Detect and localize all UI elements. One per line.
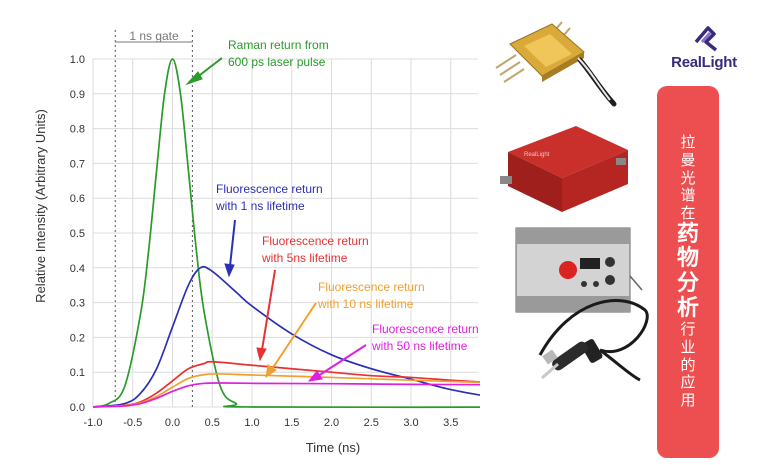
y-tick-label: 0.3 xyxy=(70,298,85,310)
x-tick-label: -0.5 xyxy=(123,417,142,429)
banner-char: 光 xyxy=(680,168,696,187)
banner-char: 析 xyxy=(676,295,699,321)
banner-char: 物 xyxy=(676,246,699,272)
gate-markers xyxy=(114,30,193,407)
gate-label: 1 ns gate xyxy=(129,29,179,43)
annotation-arrows xyxy=(185,57,367,382)
annotation-1ns-line2: with 1 ns lifetime xyxy=(215,199,305,213)
series-lines xyxy=(92,58,480,409)
y-tick-label: 0.2 xyxy=(70,332,85,344)
annotation-5ns-line2: with 5ns lifetime xyxy=(261,251,348,265)
banner-char: 拉 xyxy=(680,133,696,152)
tick-labels: 0.0 0.1 0.2 0.3 0.4 0.5 0.6 0.7 0.8 0.9 1.0 -1.0 -0.… xyxy=(70,54,459,429)
benchtop-driver-icon xyxy=(515,227,643,313)
x-tick-label: 0.0 xyxy=(165,417,180,429)
x-tick-label: -1.0 xyxy=(84,417,103,429)
annotation-50ns-line1: Fluorescence return xyxy=(372,322,479,336)
x-tick-label: 3.0 xyxy=(403,417,418,429)
annotation-10ns-line1: Fluorescence return xyxy=(318,280,425,294)
y-tick-label: 0.0 xyxy=(70,402,85,414)
y-tick-label: 0.5 xyxy=(70,228,85,240)
arrow-5ns xyxy=(256,269,276,362)
arrow-50ns xyxy=(307,344,367,382)
x-tick-label: 2.5 xyxy=(364,417,379,429)
banner-char: 分 xyxy=(676,271,699,296)
y-tick-label: 0.9 xyxy=(70,89,85,101)
y-tick-label: 0.7 xyxy=(70,158,85,170)
y-tick-label: 1.0 xyxy=(70,54,85,66)
series-line-0 xyxy=(92,58,480,409)
product-photos: RealLight xyxy=(495,21,649,382)
annotation-raman-line2: 600 ps laser pulse xyxy=(228,55,326,69)
banner-char: 曼 xyxy=(680,151,696,169)
banner-char: 的 xyxy=(680,355,696,374)
title-banner: 拉曼光谱在药物分析行业的应用 xyxy=(657,86,719,458)
y-axis-title: Relative Intensity (Arbitrary Units) xyxy=(33,109,48,303)
annotation-raman-line1: Raman return from xyxy=(228,38,329,52)
x-tick-label: 1.5 xyxy=(284,417,299,429)
banner-char: 行 xyxy=(680,320,696,339)
svg-text:RealLight: RealLight xyxy=(524,152,550,158)
annotation-10ns-line2: with 10 ns lifetime xyxy=(317,297,414,311)
x-tick-label: 2.0 xyxy=(324,417,339,429)
banner-char: 用 xyxy=(680,391,696,409)
arrow-10ns xyxy=(265,302,317,379)
annotation-10ns: Fluorescence return with 10 ns lifetime xyxy=(317,280,425,311)
annotation-1ns-line1: Fluorescence return xyxy=(216,182,323,196)
x-tick-label: 3.5 xyxy=(443,417,458,429)
annotation-50ns-line2: with 50 ns lifetime xyxy=(371,339,468,353)
laser-module-icon xyxy=(495,21,617,107)
annotation-1ns: Fluorescence return with 1 ns lifetime xyxy=(215,182,323,213)
y-tick-label: 0.8 xyxy=(70,124,85,136)
chart: 0.0 0.1 0.2 0.3 0.4 0.5 0.6 0.7 0.8 0.9 1.0 -1.0 -0.… xyxy=(33,29,480,455)
fiber-probe-icon xyxy=(538,298,649,382)
brand-logo: RealLight xyxy=(654,22,754,82)
brand-mark-icon xyxy=(694,26,718,52)
x-axis-title: Time (ns) xyxy=(306,440,360,455)
grid xyxy=(92,58,478,408)
red-enclosure-icon: RealLight xyxy=(500,126,628,212)
annotation-50ns: Fluorescence return with 50 ns lifetime xyxy=(371,322,479,353)
y-tick-label: 0.6 xyxy=(70,193,85,205)
banner-char: 应 xyxy=(680,373,696,392)
annotation-5ns: Fluorescence return with 5ns lifetime xyxy=(261,234,369,265)
annotation-raman: Raman return from 600 ps laser pulse xyxy=(228,38,329,69)
brand-name: RealLight xyxy=(671,54,737,71)
x-tick-label: 0.5 xyxy=(205,417,220,429)
y-tick-label: 0.4 xyxy=(70,263,85,275)
arrow-raman xyxy=(185,57,223,86)
y-tick-label: 0.1 xyxy=(70,367,85,379)
series-line-1 xyxy=(92,265,480,408)
series-line-4 xyxy=(92,382,480,408)
x-tick-label: 1.0 xyxy=(244,417,259,429)
banner-char: 在 xyxy=(680,204,696,223)
annotation-5ns-line1: Fluorescence return xyxy=(262,234,369,248)
banner-char: 业 xyxy=(680,337,696,356)
banner-char: 药 xyxy=(676,221,699,247)
arrow-1ns xyxy=(224,219,236,278)
banner-char: 谱 xyxy=(680,186,696,205)
